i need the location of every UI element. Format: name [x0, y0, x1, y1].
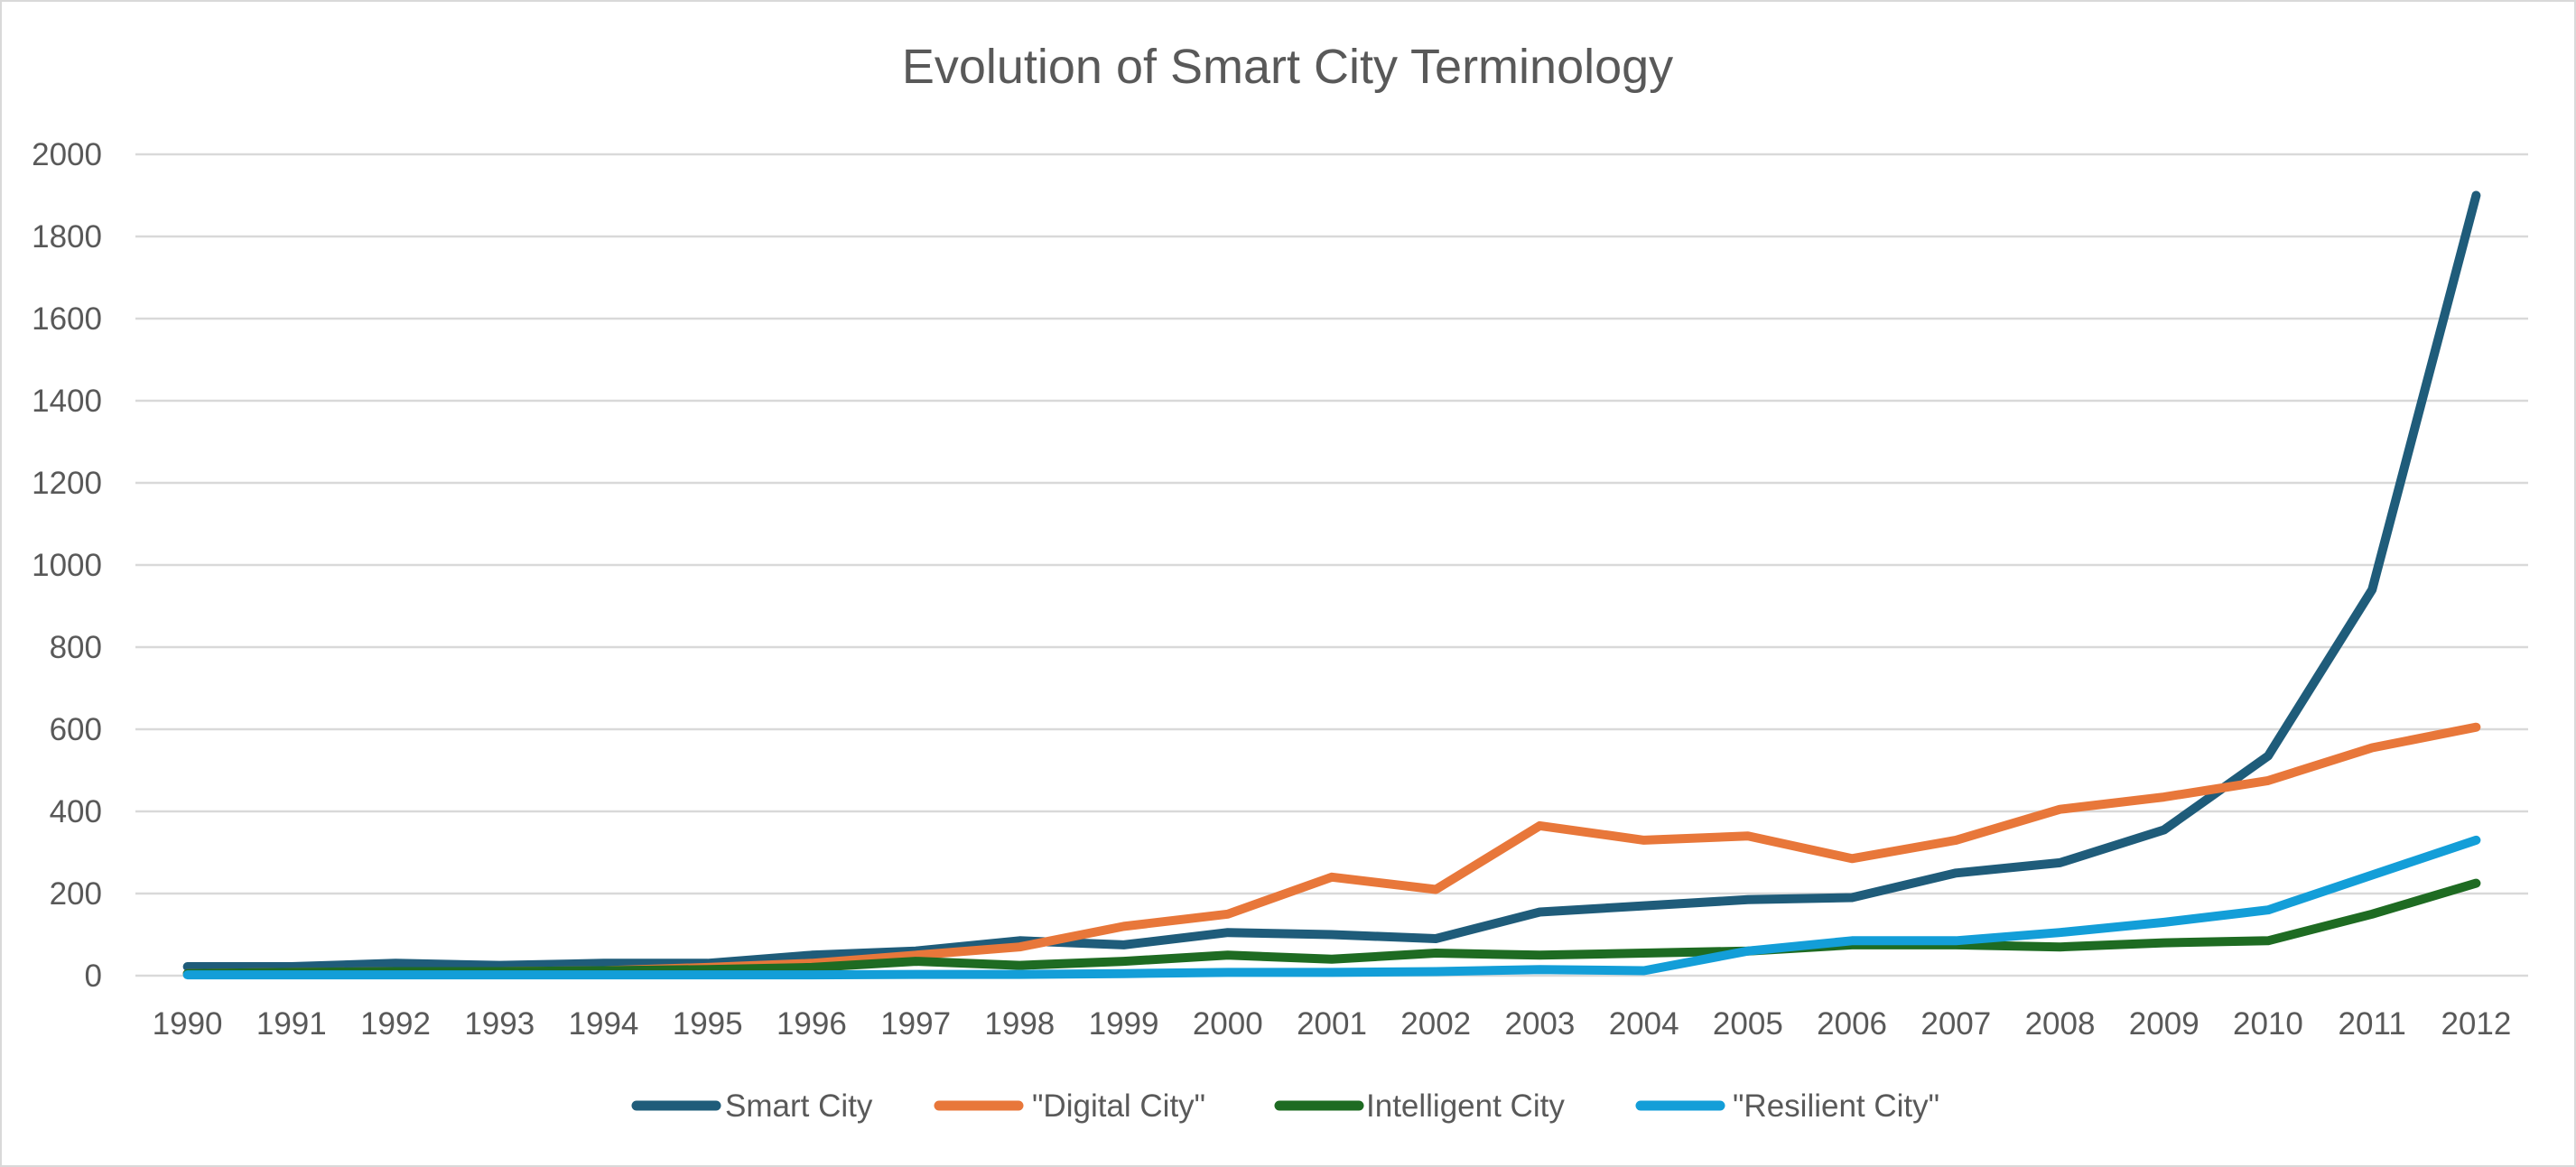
x-tick-label: 1990	[153, 1006, 223, 1042]
y-tick-label: 1600	[32, 301, 102, 337]
x-tick-label: 2007	[1920, 1006, 1991, 1042]
y-tick-label: 800	[50, 630, 102, 665]
x-tick-label: 2009	[2129, 1006, 2199, 1042]
x-tick-label: 1992	[360, 1006, 431, 1042]
y-tick-label: 0	[85, 959, 102, 994]
x-tick-label: 2008	[2025, 1006, 2096, 1042]
y-tick-label: 2000	[32, 137, 102, 172]
x-tick-label: 2011	[2339, 1006, 2406, 1042]
y-tick-label: 200	[50, 876, 102, 912]
x-tick-label: 1999	[1089, 1006, 1159, 1042]
x-tick-label: 2006	[1817, 1006, 1887, 1042]
x-tick-label: 2002	[1400, 1006, 1471, 1042]
x-tick-label: 1994	[569, 1006, 639, 1042]
legend-label: "Resilient City"	[1733, 1088, 1939, 1124]
series-line-0	[182, 190, 2481, 971]
legend: Smart City "Digital City" Intelligent City…	[631, 1088, 1939, 1124]
x-axis-ticks: 1990 1991 1992 1993 1994 1995 1996 1997 1998 1999…	[153, 1006, 2512, 1042]
gridlines	[135, 153, 2528, 977]
y-tick-label: 1800	[32, 219, 102, 255]
legend-item: Smart City	[631, 1088, 873, 1124]
legend-label: Smart City	[725, 1088, 873, 1124]
x-tick-label: 2012	[2441, 1006, 2511, 1042]
x-tick-label: 1993	[464, 1006, 535, 1042]
x-tick-label: 1997	[880, 1006, 951, 1042]
x-tick-label: 2005	[1713, 1006, 1783, 1042]
chart-title: Evolution of Smart City Terminology	[902, 40, 1673, 94]
series-line-3	[182, 835, 2481, 980]
x-tick-label: 2000	[1193, 1006, 1263, 1042]
y-tick-label: 1200	[32, 466, 102, 501]
x-tick-label: 1998	[984, 1006, 1055, 1042]
series-lines	[182, 190, 2481, 980]
x-tick-label: 2010	[2233, 1006, 2303, 1042]
x-tick-label: 2004	[1609, 1006, 1679, 1042]
x-tick-label: 1991	[256, 1006, 327, 1042]
legend-item: "Resilient City"	[1635, 1088, 1939, 1124]
y-tick-label: 1000	[32, 548, 102, 583]
y-tick-label: 400	[50, 794, 102, 829]
x-tick-label: 1995	[673, 1006, 743, 1042]
y-tick-label: 1400	[32, 384, 102, 419]
y-axis-ticks: 0 200 400 600 800 1000 1200 1400 1600 1800 2000	[32, 137, 102, 994]
legend-item: Intelligent City	[1274, 1088, 1565, 1124]
y-tick-label: 600	[50, 712, 102, 747]
legend-label: "Digital City"	[1032, 1088, 1205, 1124]
legend-item: "Digital City"	[934, 1088, 1205, 1124]
x-tick-label: 2001	[1297, 1006, 1367, 1042]
x-tick-label: 2003	[1504, 1006, 1575, 1042]
x-tick-label: 1996	[777, 1006, 847, 1042]
legend-label: Intelligent City	[1366, 1088, 1565, 1124]
